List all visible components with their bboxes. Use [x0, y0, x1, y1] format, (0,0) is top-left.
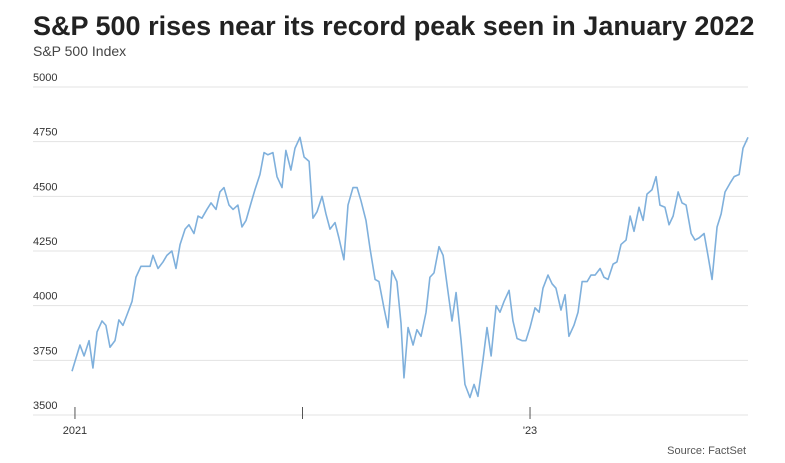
- y-tick-label: 4500: [33, 181, 57, 193]
- y-tick-label: 4000: [33, 291, 57, 303]
- line-series: [71, 136, 749, 399]
- y-tick-label: 3500: [33, 400, 57, 412]
- chart-title: S&P 500 rises near its record peak seen …: [33, 11, 754, 41]
- y-tick-label: 4750: [33, 127, 57, 139]
- x-tick-label: '23: [523, 425, 537, 437]
- chart-subtitle: S&P 500 Index: [33, 43, 126, 59]
- y-tick-label: 4250: [33, 236, 57, 248]
- y-tick-label: 3750: [33, 345, 57, 357]
- x-tick-label: 2021: [63, 425, 87, 437]
- y-tick-label: 5000: [33, 72, 57, 84]
- source-note: Source: FactSet: [667, 445, 746, 457]
